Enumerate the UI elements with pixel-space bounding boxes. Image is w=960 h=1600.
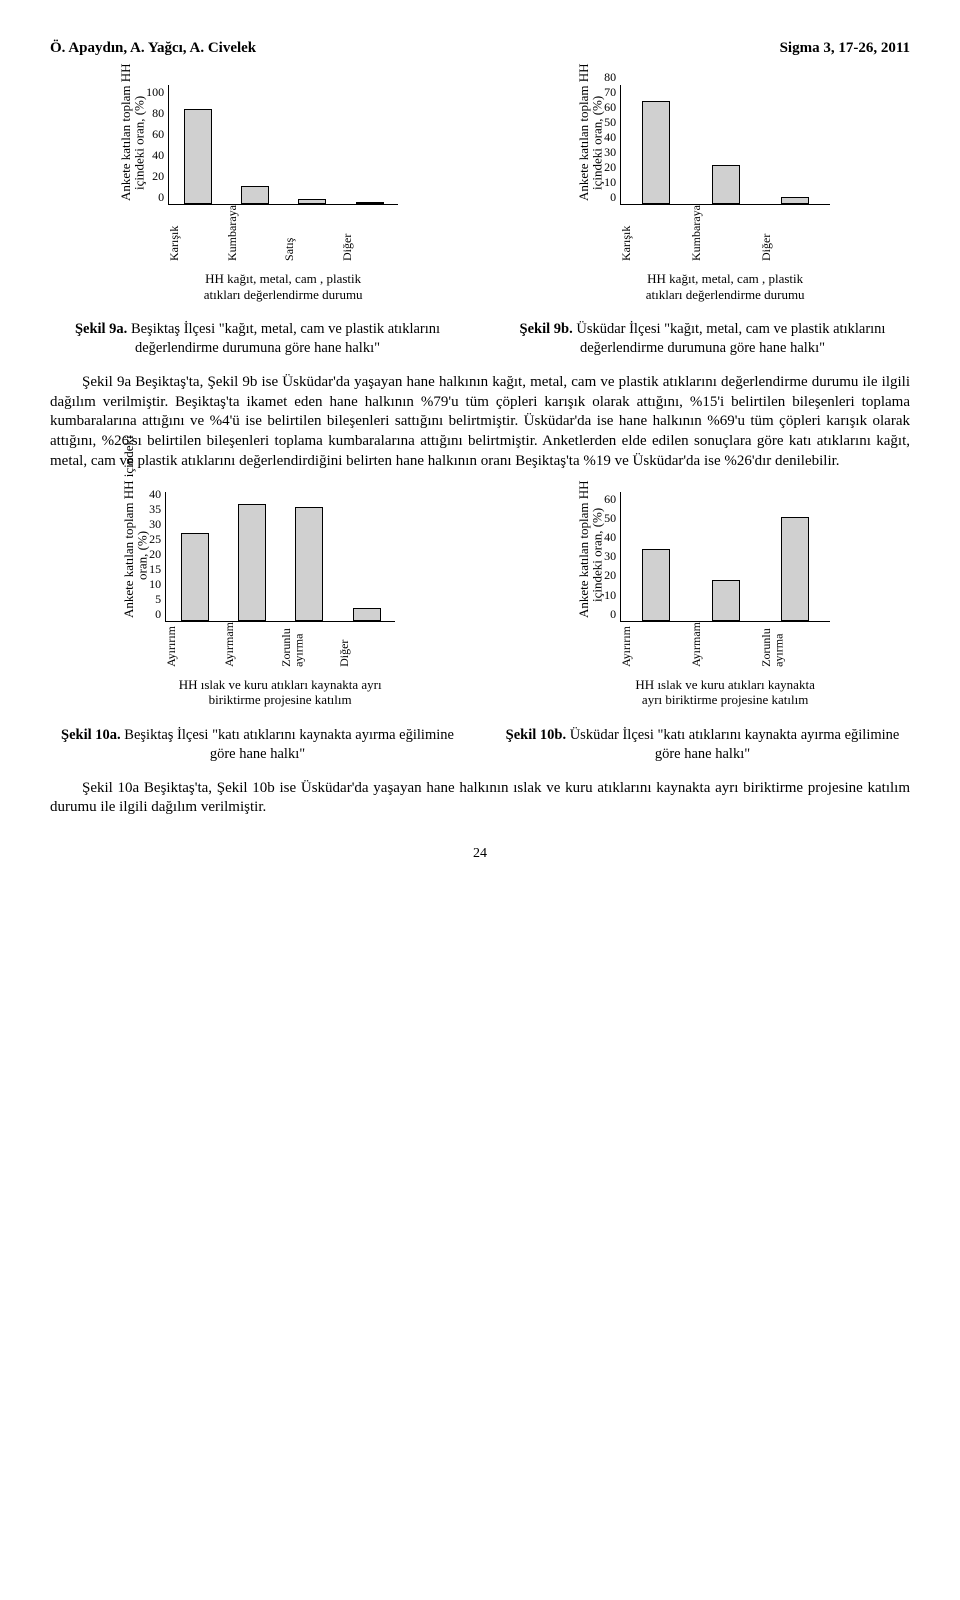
chart-9b: Ankete katılan toplam HH içindeki oran, … bbox=[495, 85, 910, 302]
caption-9b: Şekil 9b. Üsküdar İlçesi "kağıt, metal, … bbox=[495, 320, 910, 358]
y-tick: 0 bbox=[146, 190, 164, 205]
plot-area bbox=[620, 492, 830, 622]
y-tick: 0 bbox=[604, 190, 616, 205]
y-ticks: 0 10 20 30 40 50 60 bbox=[604, 492, 620, 622]
y-tick: 5 bbox=[149, 592, 161, 607]
header-journal: Sigma 3, 17-26, 2011 bbox=[780, 40, 910, 57]
y-ticks: 0510152025303540 bbox=[149, 492, 165, 622]
y-axis-label: Ankete katılan toplam HH içindeki oran, … bbox=[575, 492, 604, 622]
bar bbox=[642, 101, 670, 205]
charts-row-2: Ankete katılan toplam HH içindeki oran, … bbox=[50, 492, 910, 708]
y-tick: 0 bbox=[604, 607, 616, 622]
chart-9a: Ankete katılan toplam HH içindeki oran, … bbox=[50, 85, 465, 302]
y-ticks: 0 20 40 60 80 100 bbox=[146, 85, 168, 205]
y-tick: 40 bbox=[604, 530, 616, 545]
y-tick: 25 bbox=[149, 532, 161, 547]
x-label: Ayırmam bbox=[223, 622, 281, 671]
y-tick: 20 bbox=[149, 547, 161, 562]
x-axis-title: HH ıslak ve kuru atıkları kaynakta ayrı … bbox=[165, 677, 395, 708]
captions-row-1: Şekil 9a. Beşiktaş İlçesi "kağıt, metal,… bbox=[50, 320, 910, 358]
x-label: Kumbaraya bbox=[690, 205, 760, 265]
bar bbox=[781, 197, 809, 205]
y-tick: 40 bbox=[149, 487, 161, 502]
x-label: Kumbaraya bbox=[226, 205, 284, 265]
bar bbox=[353, 608, 381, 621]
y-tick: 60 bbox=[604, 492, 616, 507]
y-tick: 20 bbox=[146, 169, 164, 184]
charts-row-1: Ankete katılan toplam HH içindeki oran, … bbox=[50, 85, 910, 302]
y-tick: 100 bbox=[146, 85, 164, 100]
y-tick: 20 bbox=[604, 160, 616, 175]
bar bbox=[241, 186, 269, 204]
x-label: Zorunlu ayırma bbox=[280, 622, 338, 671]
bar bbox=[781, 517, 809, 621]
y-tick: 80 bbox=[146, 106, 164, 121]
plot-area bbox=[165, 492, 395, 622]
x-labels: AyırırımAyırmamZorunlu ayırma bbox=[620, 622, 830, 671]
y-tick: 15 bbox=[149, 562, 161, 577]
captions-row-2: Şekil 10a. Beşiktaş İlçesi "katı atıklar… bbox=[50, 726, 910, 764]
x-axis-title: HH kağıt, metal, cam , plastik atıkları … bbox=[168, 271, 398, 302]
y-tick: 20 bbox=[604, 568, 616, 583]
x-label: Satış bbox=[283, 205, 341, 265]
x-label: Ayırırım bbox=[620, 622, 690, 671]
x-labels: KarışıkKumbarayaDiğer bbox=[620, 205, 830, 265]
y-tick: 10 bbox=[149, 577, 161, 592]
y-tick: 35 bbox=[149, 502, 161, 517]
y-tick: 50 bbox=[604, 511, 616, 526]
y-tick: 40 bbox=[604, 130, 616, 145]
x-label: Diğer bbox=[341, 205, 399, 265]
x-label: Diğer bbox=[760, 205, 830, 265]
bar bbox=[181, 533, 209, 621]
caption-9a: Şekil 9a. Beşiktaş İlçesi "kağıt, metal,… bbox=[50, 320, 465, 358]
y-tick: 70 bbox=[604, 85, 616, 100]
y-tick: 0 bbox=[149, 607, 161, 622]
plot-area bbox=[168, 85, 398, 205]
x-axis-title: HH ıslak ve kuru atıkları kaynakta ayrı … bbox=[620, 677, 830, 708]
bar bbox=[356, 202, 384, 204]
bar bbox=[295, 507, 323, 621]
y-tick: 10 bbox=[604, 588, 616, 603]
chart-10b: Ankete katılan toplam HH içindeki oran, … bbox=[495, 492, 910, 708]
bar bbox=[238, 504, 266, 621]
x-axis-title: HH kağıt, metal, cam , plastik atıkları … bbox=[620, 271, 830, 302]
caption-10b: Şekil 10b. Üsküdar İlçesi "katı atıkları… bbox=[495, 726, 910, 764]
bar bbox=[712, 580, 740, 621]
paragraph-2: Şekil 10a Beşiktaş'ta, Şekil 10b ise Üsk… bbox=[50, 779, 910, 819]
x-label: Diğer bbox=[338, 622, 396, 671]
x-labels: AyırırımAyırmamZorunlu ayırmaDiğer bbox=[165, 622, 395, 671]
y-tick: 50 bbox=[604, 115, 616, 130]
y-tick: 30 bbox=[604, 145, 616, 160]
x-label: Karışık bbox=[168, 205, 226, 265]
x-label: Zorunlu ayırma bbox=[760, 622, 830, 671]
x-label: Ayırmam bbox=[690, 622, 760, 671]
bar bbox=[712, 165, 740, 204]
y-tick: 30 bbox=[604, 549, 616, 564]
y-ticks: 01020304050607080 bbox=[604, 85, 620, 205]
x-label: Karışık bbox=[620, 205, 690, 265]
caption-10a: Şekil 10a. Beşiktaş İlçesi "katı atıklar… bbox=[50, 726, 465, 764]
header-authors: Ö. Apaydın, A. Yağcı, A. Civelek bbox=[50, 40, 256, 57]
page-number: 24 bbox=[50, 846, 910, 862]
bar bbox=[298, 199, 326, 204]
chart-10a: Ankete katılan toplam HH içindeki oran, … bbox=[50, 492, 465, 708]
y-tick: 80 bbox=[604, 70, 616, 85]
bar bbox=[184, 109, 212, 204]
page-header: Ö. Apaydın, A. Yağcı, A. Civelek Sigma 3… bbox=[50, 40, 910, 57]
y-tick: 10 bbox=[604, 175, 616, 190]
bar bbox=[642, 549, 670, 621]
x-label: Ayırırım bbox=[165, 622, 223, 671]
y-axis-label: Ankete katılan toplam HH içindeki oran, … bbox=[120, 492, 149, 622]
y-tick: 40 bbox=[146, 148, 164, 163]
y-axis-label: Ankete katılan toplam HH içindeki oran, … bbox=[575, 85, 604, 205]
paragraph-1: Şekil 9a Beşiktaş'ta, Şekil 9b ise Üsküd… bbox=[50, 373, 910, 472]
x-labels: KarışıkKumbarayaSatışDiğer bbox=[168, 205, 398, 265]
y-axis-label: Ankete katılan toplam HH içindeki oran, … bbox=[117, 85, 146, 205]
y-tick: 60 bbox=[604, 100, 616, 115]
plot-area bbox=[620, 85, 830, 205]
y-tick: 60 bbox=[146, 127, 164, 142]
y-tick: 30 bbox=[149, 517, 161, 532]
